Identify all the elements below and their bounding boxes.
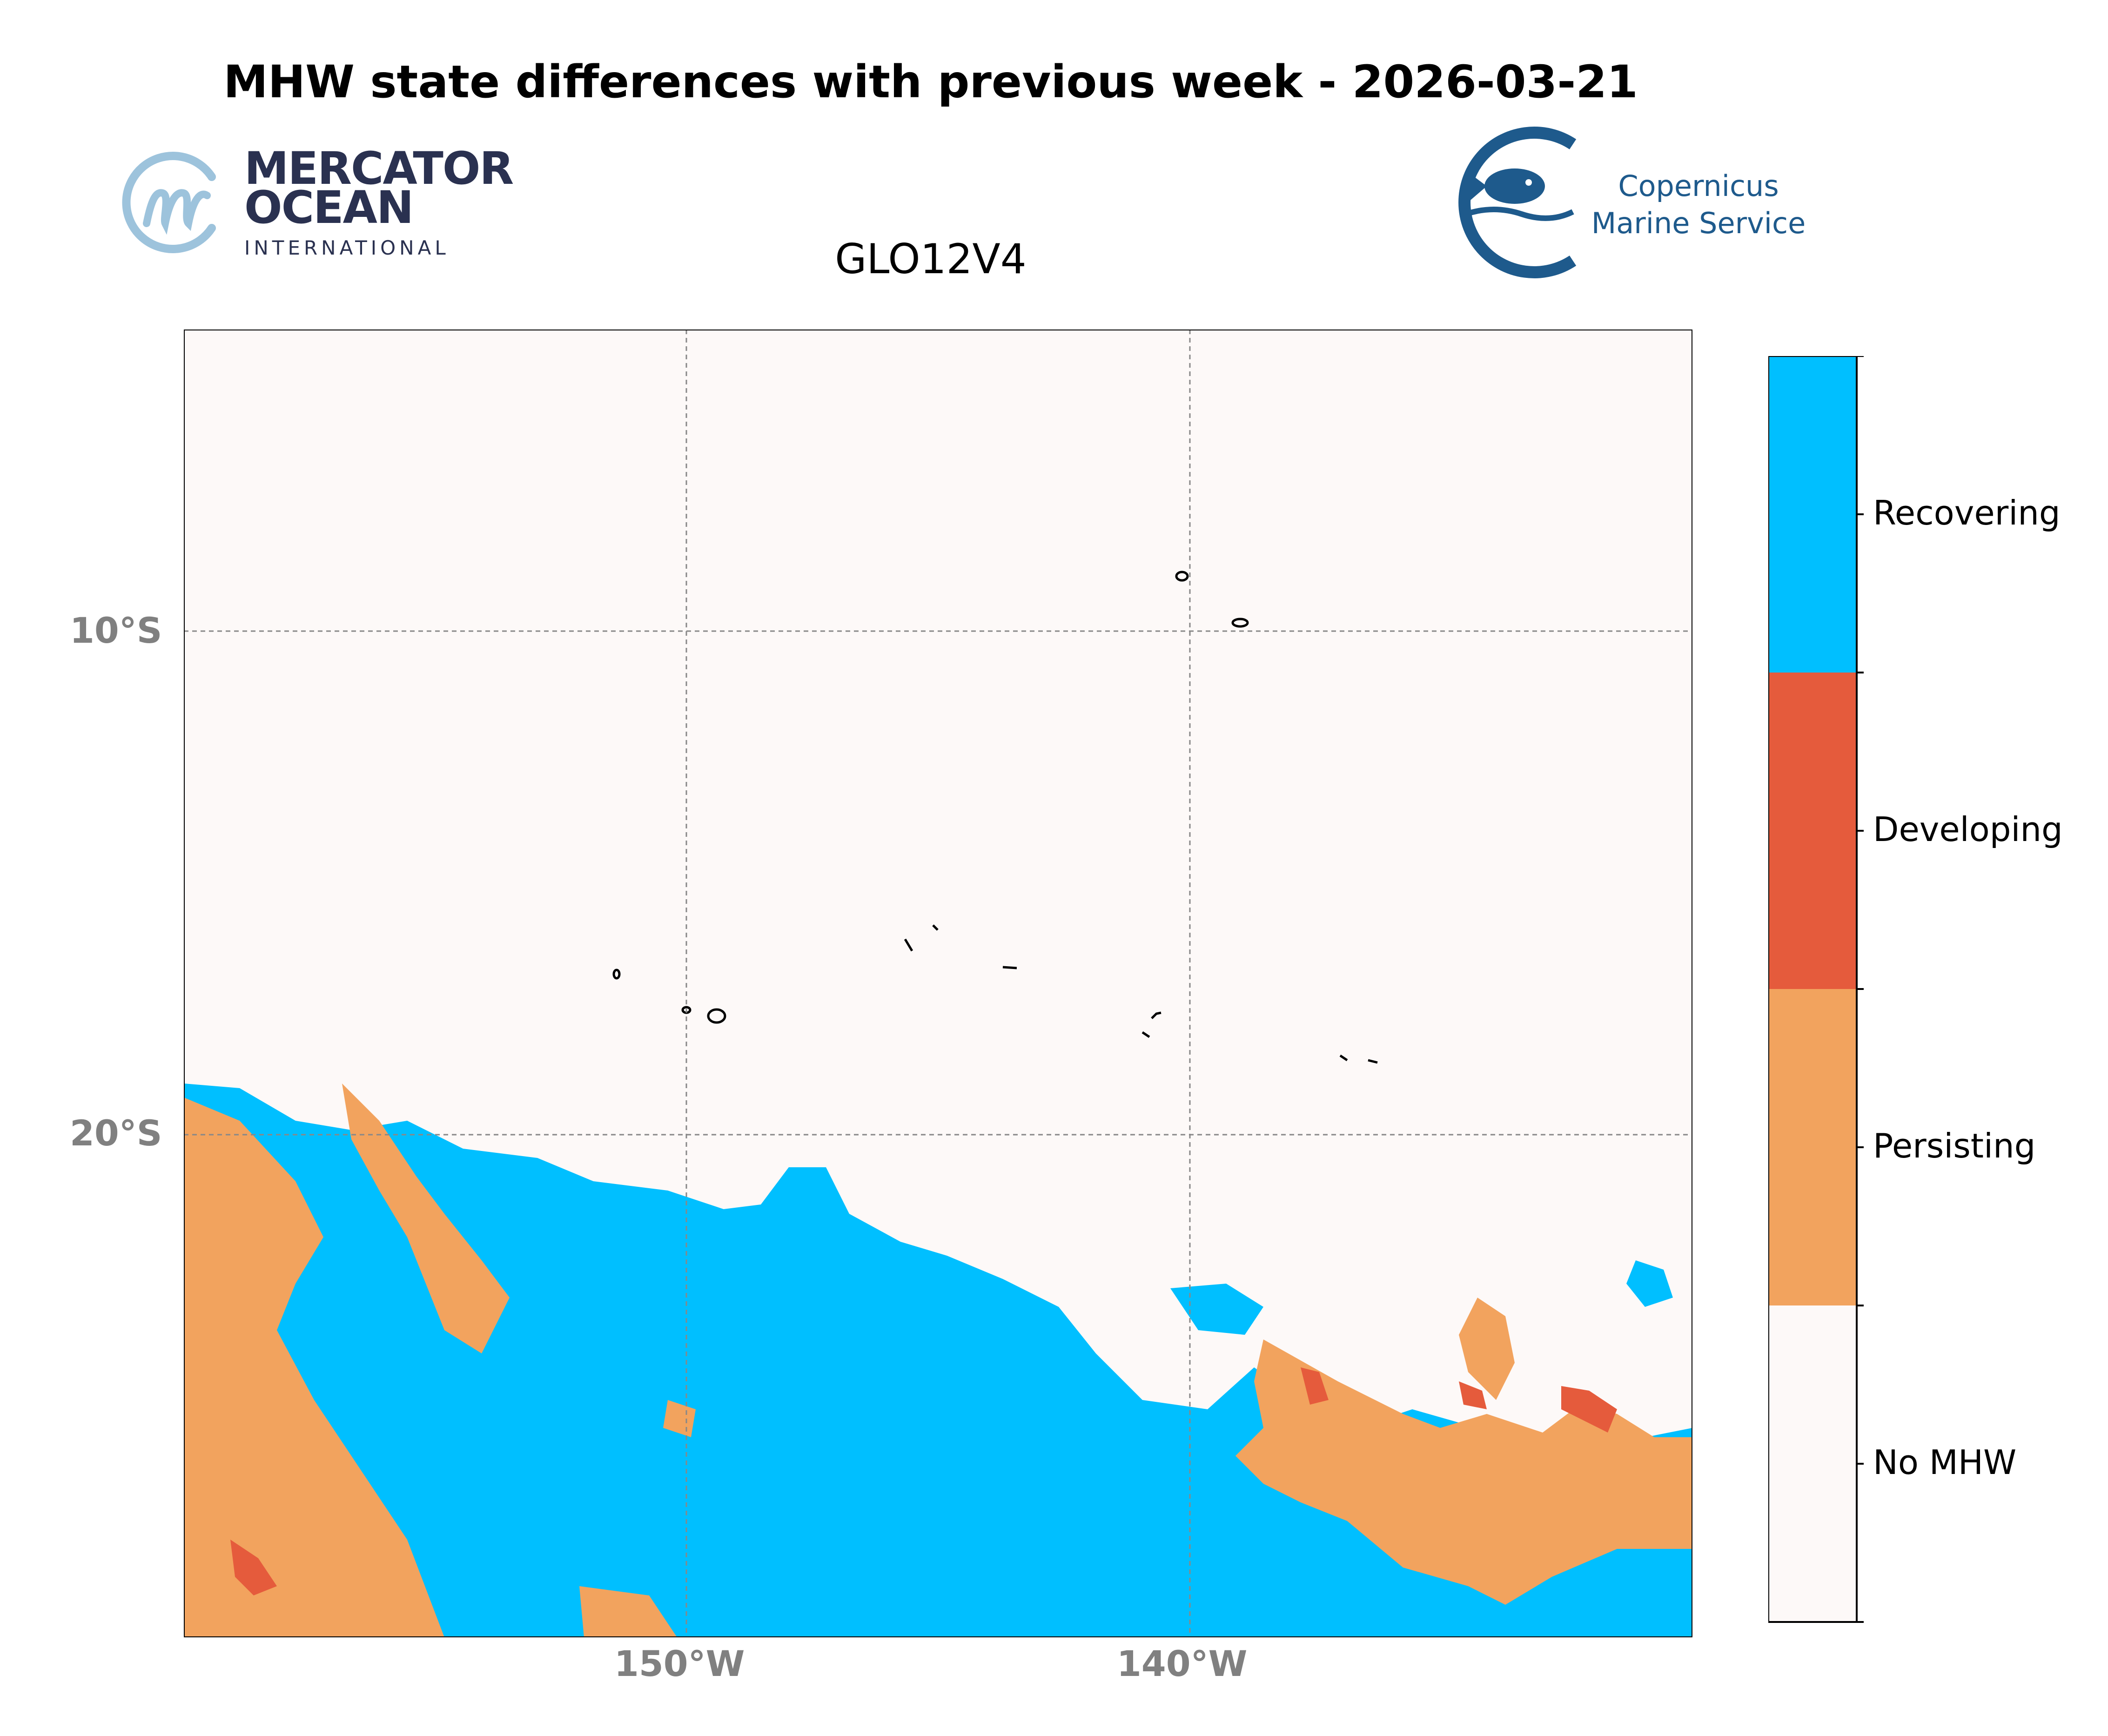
copernicus-fish-icon	[1458, 127, 1577, 278]
island-outlines	[612, 571, 1378, 1064]
colorbar-developing	[1768, 673, 1857, 989]
legend-label-no-mhw: No MHW	[1873, 1443, 2017, 1482]
mercator-wordmark: MERCATOR OCEAN INTERNATIONAL	[244, 142, 514, 259]
gridlines	[184, 330, 1692, 1637]
legend-label-developing: Developing	[1873, 810, 2063, 849]
mhw-developing-regions	[230, 1367, 1617, 1595]
copernicus-wordmark: Copernicus Marine Service	[1587, 168, 1810, 242]
mercator-line2: OCEAN	[244, 182, 414, 234]
map-title: MHW state differences with previous week…	[223, 56, 1638, 108]
mercator-mark-icon	[122, 152, 216, 253]
mercator-logo: MERCATOR OCEAN INTERNATIONAL	[119, 140, 514, 261]
lat-tick-10s: 10°S	[70, 610, 162, 651]
mhw-map	[184, 330, 1692, 1637]
mercator-line1: MERCATOR	[244, 142, 514, 195]
colorbar-persisting	[1768, 989, 1857, 1305]
lon-tick-150w: 150°W	[614, 1643, 745, 1684]
copernicus-logo: Copernicus Marine Service	[1433, 126, 1815, 279]
mercator-line3: INTERNATIONAL	[244, 236, 450, 259]
lat-tick-20s: 20°S	[70, 1112, 162, 1154]
colorbar	[1768, 356, 1864, 1623]
mhw-persisting-regions	[184, 1083, 1692, 1637]
colorbar-no-mhw	[1768, 1305, 1857, 1622]
lon-tick-140w: 140°W	[1117, 1643, 1248, 1684]
copernicus-line2: Marine Service	[1591, 206, 1806, 240]
map-subtitle: GLO12V4	[835, 235, 1027, 283]
colorbar-recovering	[1768, 356, 1857, 673]
copernicus-line1: Copernicus	[1618, 169, 1779, 203]
legend-label-recovering: Recovering	[1873, 493, 2061, 532]
legend-label-persisting: Persisting	[1873, 1126, 2036, 1165]
